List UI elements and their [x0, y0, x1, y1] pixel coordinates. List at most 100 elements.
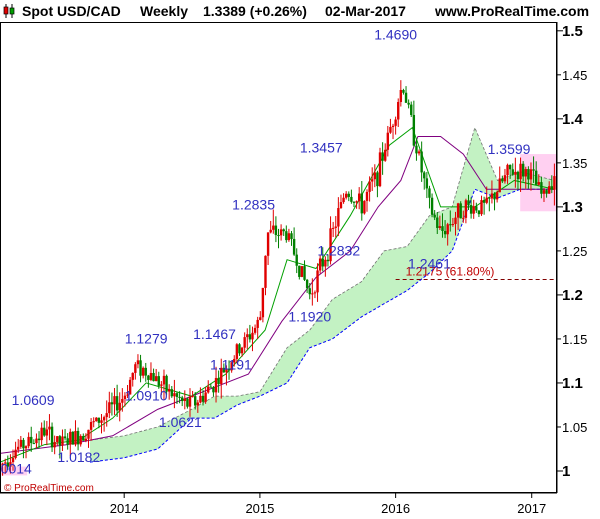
period-label: Weekly — [140, 3, 188, 19]
candle-body-83 — [214, 377, 218, 393]
pink-zone-0 — [0, 466, 28, 476]
candle-body-103 — [266, 232, 270, 256]
candle-body-48 — [123, 395, 127, 400]
candle-body-53 — [136, 360, 140, 365]
site-link[interactable]: www.ProRealTime.com — [435, 3, 590, 19]
candle-body-106 — [274, 225, 278, 236]
candle-body-159 — [412, 114, 416, 146]
candle-body-43 — [110, 402, 114, 405]
candle-body-57 — [147, 375, 150, 380]
x-tick-label-1: 2015 — [245, 501, 274, 516]
candle-body-160 — [415, 145, 418, 154]
candle-body-54 — [139, 360, 142, 376]
candle-body-52 — [134, 364, 137, 373]
candle-body-5 — [11, 457, 15, 463]
candle-body-100 — [259, 317, 262, 320]
y-tick-label-5: 1.25 — [562, 244, 587, 259]
candle-body-203 — [527, 169, 530, 180]
candle-body-64 — [165, 375, 168, 392]
y-tick-label-10: 1.5 — [562, 23, 583, 40]
candle-body-72 — [186, 398, 189, 407]
candle-body-168 — [436, 217, 439, 228]
pivot-label-1: 1.0609 — [12, 392, 55, 408]
y-tick-label-2: 1.1 — [562, 375, 583, 392]
candle-body-41 — [105, 413, 108, 418]
candle-body-177 — [459, 203, 462, 219]
candle-body-49 — [126, 394, 129, 396]
candle-body-89 — [230, 362, 233, 371]
candle-body-13 — [32, 443, 36, 445]
candle-body-138 — [357, 193, 361, 202]
candle-body-3 — [6, 462, 10, 467]
cloud-upper-edge — [89, 126, 555, 441]
candle-body-31 — [79, 436, 82, 445]
candle-body-12 — [30, 436, 33, 444]
candle-body-51 — [131, 372, 134, 380]
candle-body-194 — [503, 175, 507, 182]
candle-body-150 — [389, 127, 392, 133]
candle-body-101 — [261, 287, 265, 318]
candle-body-189 — [490, 193, 494, 199]
candle-body-201 — [521, 163, 525, 177]
pivot-label-5: 1.0621 — [159, 414, 202, 430]
pivot-label-8: 1.2835 — [232, 197, 275, 213]
candle-body-56 — [144, 367, 147, 376]
candle-body-115 — [298, 265, 301, 277]
candle-body-192 — [498, 178, 501, 193]
candle-body-165 — [428, 188, 431, 198]
pivot-label-10: 1.3457 — [300, 139, 343, 155]
candle-body-183 — [475, 206, 478, 211]
candle-body-33 — [84, 438, 88, 441]
candle-body-110 — [285, 231, 288, 241]
candle-body-118 — [305, 279, 309, 289]
candle-body-20 — [50, 426, 54, 448]
y-tick-label-3: 1.15 — [562, 332, 587, 347]
candle-body-198 — [514, 171, 517, 175]
candle-body-134 — [347, 193, 350, 197]
candle-body-98 — [253, 327, 257, 333]
pivot-label-11: 1.2832 — [317, 242, 360, 258]
candle-body-38 — [97, 417, 101, 423]
candle-body-50 — [128, 379, 132, 395]
candle-body-95 — [246, 334, 249, 338]
candle-body-114 — [295, 254, 298, 266]
candle-body-47 — [121, 399, 124, 403]
candle-body-1 — [1, 463, 4, 466]
candle-body-162 — [420, 151, 423, 173]
candle-body-73 — [188, 396, 192, 407]
candle-body-18 — [45, 429, 49, 436]
candle-body-40 — [102, 417, 106, 421]
candle-body-155 — [402, 89, 405, 93]
candle-body-179 — [464, 200, 468, 218]
candle-body-96 — [248, 334, 252, 340]
candle-body-85 — [220, 367, 223, 384]
chart-header-icon[interactable] — [2, 3, 16, 21]
candle-body-107 — [277, 235, 280, 237]
candle-body-29 — [74, 430, 77, 445]
pivot-label-6: 1.1467 — [193, 326, 236, 342]
ichimoku-cloud — [89, 126, 555, 463]
candle-body-181 — [469, 205, 473, 214]
candle-body-143 — [371, 179, 374, 182]
candle-body-112 — [290, 233, 293, 239]
candle-body-81 — [209, 386, 213, 388]
candle-body-173 — [449, 224, 452, 226]
candle-body-94 — [243, 337, 246, 348]
candle-body-191 — [495, 192, 499, 200]
candle-body-30 — [76, 430, 80, 445]
y-tick-label-6: 1.3 — [562, 199, 583, 216]
candle-body-58 — [149, 372, 153, 380]
candle-body-75 — [194, 396, 197, 406]
candle-body-59 — [152, 372, 155, 382]
chart-date: 02-Mar-2017 — [325, 3, 406, 19]
candle-body-55 — [141, 367, 145, 376]
candle-body-39 — [100, 420, 103, 423]
candle-body-91 — [235, 344, 239, 359]
candle-body-66 — [170, 389, 173, 397]
candle-body-93 — [240, 347, 244, 354]
candle-body-151 — [391, 125, 395, 128]
candle-body-206 — [534, 170, 538, 185]
candle-body-28 — [71, 431, 75, 445]
candle-body-32 — [82, 436, 85, 441]
candle-body-63 — [162, 375, 166, 385]
